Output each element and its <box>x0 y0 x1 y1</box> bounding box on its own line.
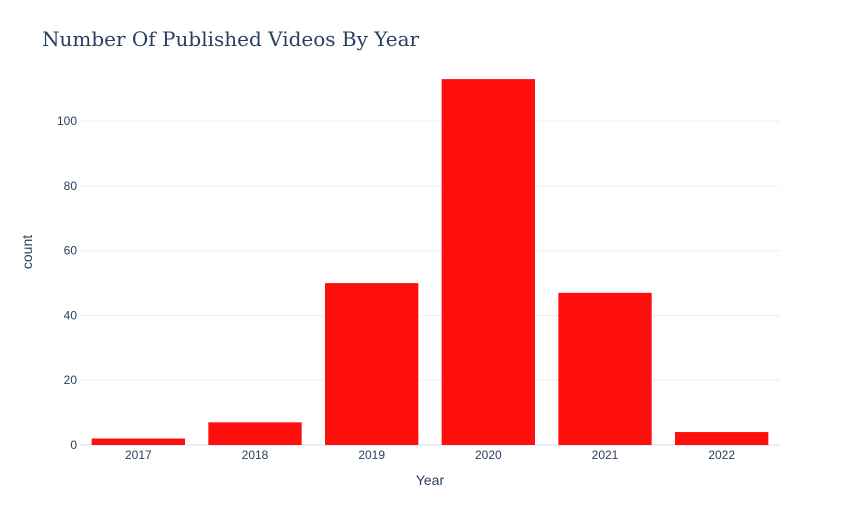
y-tick-label: 0 <box>70 438 77 452</box>
bars <box>91 79 769 446</box>
x-tick-label: 2021 <box>592 448 619 462</box>
x-tick-label: 2022 <box>708 448 735 462</box>
x-tick-labels: 2017 2018 2019 2020 2021 2022 <box>125 448 735 462</box>
gridlines <box>80 120 780 446</box>
x-tick-label: 2019 <box>358 448 385 462</box>
y-tick-labels: 0 20 40 60 80 100 <box>57 114 77 452</box>
x-tick-label: 2017 <box>125 448 152 462</box>
y-axis-title: count <box>19 235 35 269</box>
x-axis-title: Year <box>416 472 445 488</box>
bar-2022[interactable] <box>675 432 769 445</box>
bar-2021[interactable] <box>558 292 652 445</box>
x-tick-label: 2018 <box>242 448 269 462</box>
y-tick-label: 100 <box>57 114 77 128</box>
bar-2020[interactable] <box>441 79 535 446</box>
chart-title: Number Of Published Videos By Year <box>42 27 420 51</box>
x-tick-label: 2020 <box>475 448 502 462</box>
bar-2017[interactable] <box>91 438 185 445</box>
bar-2018[interactable] <box>208 422 302 445</box>
bar-2019[interactable] <box>325 283 419 445</box>
y-tick-label: 40 <box>64 308 78 322</box>
y-tick-label: 20 <box>64 373 78 387</box>
y-tick-label: 60 <box>64 244 78 258</box>
y-tick-label: 80 <box>64 179 78 193</box>
